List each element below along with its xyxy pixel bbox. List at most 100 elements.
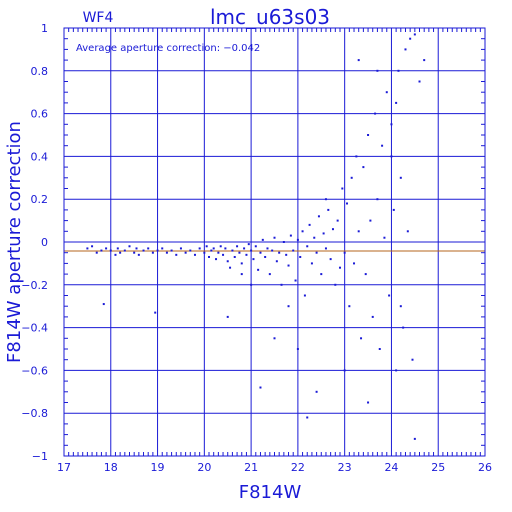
data-point — [198, 247, 201, 250]
data-point — [156, 249, 159, 252]
data-point — [245, 253, 248, 256]
data-point — [264, 255, 267, 258]
data-point — [308, 223, 311, 226]
data-point — [271, 249, 274, 252]
data-point — [369, 219, 372, 222]
data-point — [355, 155, 358, 158]
data-point — [247, 243, 250, 246]
data-point — [364, 273, 367, 276]
data-point — [381, 144, 384, 147]
y-tick-label: −1 — [32, 450, 48, 463]
data-point — [240, 262, 243, 265]
data-point — [411, 358, 414, 361]
data-point — [331, 228, 334, 231]
data-point — [268, 273, 271, 276]
y-tick-label: −0.4 — [21, 322, 48, 335]
data-point — [208, 255, 211, 258]
data-point — [299, 255, 302, 258]
data-point — [388, 294, 391, 297]
data-point — [236, 245, 239, 248]
y-tick-label: 0.8 — [31, 65, 49, 78]
data-point — [397, 69, 400, 72]
data-point — [135, 247, 138, 250]
data-point — [378, 348, 381, 350]
data-point — [175, 253, 178, 256]
data-point — [334, 283, 337, 286]
data-point — [343, 369, 346, 372]
data-point — [346, 202, 349, 205]
data-point — [322, 232, 325, 235]
data-point — [128, 245, 131, 248]
data-point — [402, 326, 405, 329]
data-point — [165, 251, 168, 254]
data-point — [376, 69, 379, 72]
data-point — [306, 245, 309, 248]
data-point — [296, 348, 299, 350]
average-annotation: Average aperture correction: −0.042 — [76, 43, 260, 54]
x-tick-label: 22 — [291, 461, 305, 474]
x-tick-label: 21 — [244, 461, 258, 474]
data-point — [215, 258, 218, 261]
data-point — [226, 315, 229, 318]
data-point — [338, 266, 341, 269]
data-point — [303, 294, 306, 297]
data-point — [133, 251, 136, 254]
data-point — [154, 311, 157, 314]
y-tick-label: 1 — [41, 22, 48, 35]
data-point — [360, 337, 363, 340]
data-point — [292, 249, 295, 252]
data-point — [116, 247, 119, 250]
y-tick-label: 0.2 — [31, 193, 49, 206]
data-point — [233, 255, 236, 258]
data-point — [395, 101, 398, 104]
data-point — [254, 245, 257, 248]
y-tick-label: −0.2 — [21, 279, 48, 292]
x-tick-label: 23 — [338, 461, 352, 474]
data-point — [282, 241, 285, 243]
data-point — [376, 198, 379, 201]
data-point — [275, 260, 278, 263]
data-points — [86, 33, 426, 440]
data-point — [287, 305, 290, 308]
data-point — [250, 283, 253, 286]
data-point — [423, 59, 426, 62]
x-tick-label: 19 — [151, 461, 165, 474]
data-point — [257, 268, 260, 271]
y-tick-label: 0.4 — [31, 150, 49, 163]
data-point — [329, 258, 332, 261]
data-point — [310, 262, 313, 265]
data-point — [224, 247, 227, 250]
data-point — [193, 253, 196, 256]
data-point — [212, 247, 215, 250]
data-point — [353, 262, 356, 265]
data-point — [243, 247, 246, 250]
data-point — [105, 247, 108, 250]
data-point — [357, 59, 360, 62]
data-point — [367, 134, 370, 136]
data-point — [301, 230, 304, 233]
data-point — [392, 208, 395, 211]
y-axis-label: F814W aperture correction — [4, 121, 25, 363]
data-point — [250, 249, 253, 252]
data-point — [285, 253, 288, 256]
data-point — [231, 249, 234, 252]
data-point — [259, 386, 262, 389]
data-point — [189, 249, 192, 252]
data-point — [95, 251, 98, 254]
data-point — [259, 251, 262, 254]
data-point — [383, 236, 386, 239]
data-point — [226, 260, 229, 263]
data-point — [371, 315, 374, 318]
data-point — [404, 48, 407, 51]
data-point — [252, 258, 255, 261]
data-point — [170, 249, 173, 252]
axis-ticks — [64, 28, 485, 456]
data-point — [109, 249, 112, 252]
data-point — [374, 112, 377, 115]
y-tick-labels: −1 −0.8 −0.6 −0.4 −0.2 0 0.2 0.4 0.6 0.8 1 — [21, 22, 48, 463]
y-tick-label: 0 — [41, 236, 48, 249]
data-point — [137, 253, 140, 256]
data-point — [413, 437, 416, 440]
y-tick-label: −0.8 — [21, 407, 48, 420]
